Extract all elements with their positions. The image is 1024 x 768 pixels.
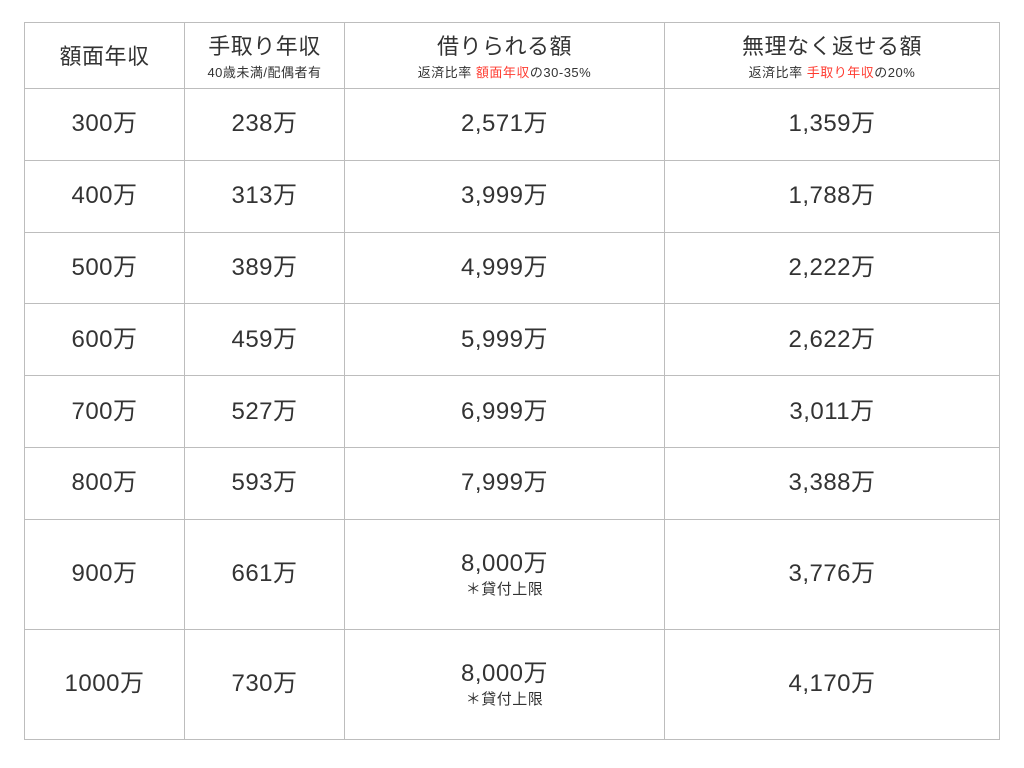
cell-value: 459万: [231, 325, 297, 355]
table-cell-c1: 800万: [25, 448, 185, 520]
table-cell-c4: 3,776万: [665, 519, 1000, 629]
cell-value: 3,776万: [788, 559, 875, 589]
table-cell-c2: 593万: [185, 448, 345, 520]
cell-value: 6,999万: [461, 397, 548, 427]
cell-value: 4,170万: [788, 669, 875, 699]
table-row: 1000万 730万 8,000万 ＊貸付上限 4,170万: [25, 629, 1000, 739]
table-row: 800万 593万 7,999万 3,388万: [25, 448, 1000, 520]
col-header-safe-repay: 無理なく返せる額 返済比率 手取り年収の20%: [665, 23, 1000, 89]
cell-value: 900万: [71, 559, 137, 589]
col-title: 額面年収: [31, 43, 178, 71]
col-title: 借りられる額: [351, 33, 658, 61]
cell-value: 1,788万: [788, 181, 875, 211]
table-cell-c3: 2,571万: [345, 89, 665, 161]
col-subtitle: 返済比率 手取り年収の20%: [671, 65, 993, 81]
table-row: 600万 459万 5,999万 2,622万: [25, 304, 1000, 376]
cell-value: 593万: [231, 468, 297, 498]
col-subtitle: 返済比率 額面年収の30-35%: [351, 65, 658, 81]
sub-suffix: の30-35%: [530, 65, 591, 80]
sub-accent: 額面年収: [476, 65, 530, 80]
cell-note: ＊貸付上限: [466, 691, 544, 710]
table-row: 500万 389万 4,999万 2,222万: [25, 232, 1000, 304]
sub-suffix: の20%: [874, 65, 915, 80]
cell-value: 400万: [71, 181, 137, 211]
table-cell-c4: 3,011万: [665, 376, 1000, 448]
table-cell-c1: 1000万: [25, 629, 185, 739]
cell-value: 527万: [231, 397, 297, 427]
cell-value: 389万: [231, 253, 297, 283]
cell-value: 3,011万: [789, 397, 874, 427]
table-cell-c1: 600万: [25, 304, 185, 376]
table-cell-c2: 389万: [185, 232, 345, 304]
table-header-row: 額面年収 手取り年収 40歳未満/配偶者有 借りられる額 返済比率 額面年収の3…: [25, 23, 1000, 89]
cell-value: 8,000万: [461, 659, 548, 689]
cell-value: 2,622万: [788, 325, 875, 355]
sub-prefix: 40歳未満/配偶者有: [207, 65, 321, 80]
table-cell-c4: 3,388万: [665, 448, 1000, 520]
cell-value: 2,571万: [461, 109, 548, 139]
table-cell-c1: 300万: [25, 89, 185, 161]
cell-value: 800万: [71, 468, 137, 498]
table-cell-c4: 1,359万: [665, 89, 1000, 161]
cell-value: 1,359万: [788, 109, 875, 139]
cell-value: 8,000万: [461, 549, 548, 579]
table-row: 900万 661万 8,000万 ＊貸付上限 3,776万: [25, 519, 1000, 629]
table-cell-c2: 459万: [185, 304, 345, 376]
cell-value: 500万: [71, 253, 137, 283]
cell-value: 7,999万: [461, 468, 548, 498]
col-header-borrowable: 借りられる額 返済比率 額面年収の30-35%: [345, 23, 665, 89]
table-cell-c1: 400万: [25, 160, 185, 232]
cell-value: 2,222万: [788, 253, 875, 283]
col-header-net-income: 手取り年収 40歳未満/配偶者有: [185, 23, 345, 89]
cell-value: 600万: [71, 325, 137, 355]
table-cell-c2: 661万: [185, 519, 345, 629]
table-cell-c2: 313万: [185, 160, 345, 232]
cell-note: ＊貸付上限: [466, 581, 544, 600]
table-cell-c3: 6,999万: [345, 376, 665, 448]
table-cell-c3: 5,999万: [345, 304, 665, 376]
cell-value: 3,388万: [788, 468, 875, 498]
table-cell-c1: 500万: [25, 232, 185, 304]
table-cell-c3: 7,999万: [345, 448, 665, 520]
cell-value: 730万: [231, 669, 297, 699]
loan-table: 額面年収 手取り年収 40歳未満/配偶者有 借りられる額 返済比率 額面年収の3…: [24, 22, 1000, 740]
cell-value: 313万: [231, 181, 297, 211]
table-cell-c4: 2,622万: [665, 304, 1000, 376]
table-row: 700万 527万 6,999万 3,011万: [25, 376, 1000, 448]
col-title: 手取り年収: [191, 33, 338, 61]
table-row: 400万 313万 3,999万 1,788万: [25, 160, 1000, 232]
col-subtitle: 40歳未満/配偶者有: [191, 65, 338, 81]
sub-prefix: 返済比率: [749, 65, 807, 80]
cell-value: 5,999万: [461, 325, 548, 355]
table-cell-c3: 4,999万: [345, 232, 665, 304]
cell-value: 1000万: [65, 669, 145, 699]
table-cell-c3: 8,000万 ＊貸付上限: [345, 629, 665, 739]
table-row: 300万 238万 2,571万 1,359万: [25, 89, 1000, 161]
cell-value: 3,999万: [461, 181, 548, 211]
cell-value: 4,999万: [461, 253, 548, 283]
table-cell-c2: 238万: [185, 89, 345, 161]
table-cell-c2: 527万: [185, 376, 345, 448]
sub-accent: 手取り年収: [807, 65, 875, 80]
table-cell-c3: 3,999万: [345, 160, 665, 232]
table-cell-c3: 8,000万 ＊貸付上限: [345, 519, 665, 629]
sub-prefix: 返済比率: [418, 65, 476, 80]
table-cell-c4: 2,222万: [665, 232, 1000, 304]
table-cell-c2: 730万: [185, 629, 345, 739]
table-cell-c1: 700万: [25, 376, 185, 448]
cell-value: 238万: [231, 109, 297, 139]
table-cell-c1: 900万: [25, 519, 185, 629]
col-header-gross-income: 額面年収: [25, 23, 185, 89]
cell-value: 700万: [71, 397, 137, 427]
cell-value: 300万: [71, 109, 137, 139]
col-title: 無理なく返せる額: [671, 33, 993, 61]
table-body: 300万 238万 2,571万 1,359万 400万 313万 3,999万 1,788万…: [25, 89, 1000, 740]
table-cell-c4: 1,788万: [665, 160, 1000, 232]
table-cell-c4: 4,170万: [665, 629, 1000, 739]
page: 額面年収 手取り年収 40歳未満/配偶者有 借りられる額 返済比率 額面年収の3…: [0, 0, 1024, 768]
cell-value: 661万: [231, 559, 297, 589]
